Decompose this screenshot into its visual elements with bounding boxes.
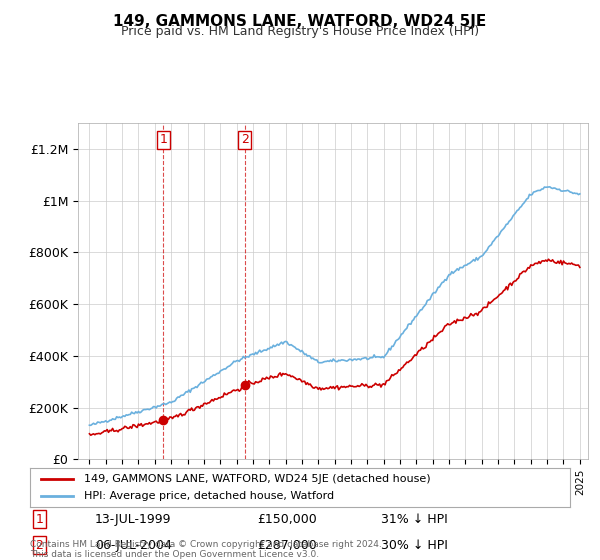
- Text: 1: 1: [160, 133, 167, 146]
- Text: 1: 1: [35, 512, 43, 526]
- Text: 2: 2: [35, 539, 43, 552]
- Text: £150,000: £150,000: [257, 512, 317, 526]
- Text: Contains HM Land Registry data © Crown copyright and database right 2024.
This d: Contains HM Land Registry data © Crown c…: [30, 540, 382, 559]
- Text: £287,000: £287,000: [257, 539, 317, 552]
- Text: 30% ↓ HPI: 30% ↓ HPI: [381, 539, 448, 552]
- Text: HPI: Average price, detached house, Watford: HPI: Average price, detached house, Watf…: [84, 491, 334, 501]
- Text: 06-JUL-2004: 06-JUL-2004: [95, 539, 172, 552]
- Text: 149, GAMMONS LANE, WATFORD, WD24 5JE (detached house): 149, GAMMONS LANE, WATFORD, WD24 5JE (de…: [84, 474, 431, 484]
- Text: 149, GAMMONS LANE, WATFORD, WD24 5JE: 149, GAMMONS LANE, WATFORD, WD24 5JE: [113, 14, 487, 29]
- Text: 2: 2: [241, 133, 249, 146]
- Text: 13-JUL-1999: 13-JUL-1999: [95, 512, 172, 526]
- Text: Price paid vs. HM Land Registry's House Price Index (HPI): Price paid vs. HM Land Registry's House …: [121, 25, 479, 38]
- Text: 31% ↓ HPI: 31% ↓ HPI: [381, 512, 448, 526]
